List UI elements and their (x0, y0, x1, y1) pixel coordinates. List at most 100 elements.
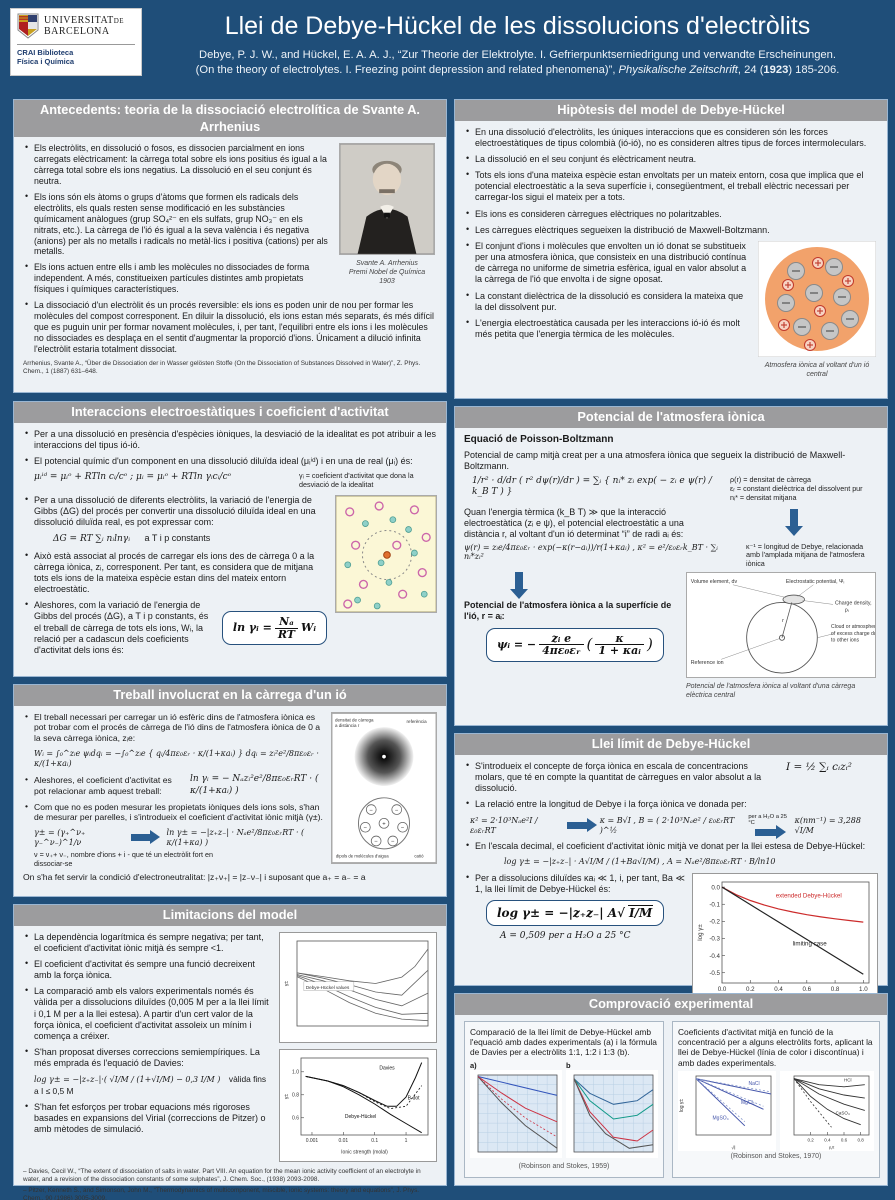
svg-text:CaSO₄: CaSO₄ (836, 1111, 850, 1116)
debye-huckel-limit-chart: 0.0 0.2 0.4 0.6 0.8 1.0 0.0 -0.1 -0.2 -0.3 -0.4 -0.… (696, 876, 874, 1005)
svg-text:0.6: 0.6 (803, 986, 812, 993)
activity-coefficient-note: γᵢ = coeficient d'activitat que dona la … (299, 471, 414, 490)
panel-potencial-title: Potencial de l'atmosfera iònica (455, 407, 887, 428)
svg-text:Cloud or atmosphere: Cloud or atmosphere (831, 624, 876, 630)
svg-text:0.0: 0.0 (718, 986, 727, 993)
panel-limitacions: Limitacions del model Debye-Hückel value… (13, 904, 447, 1200)
a-value-note: A = 0,509 per a H₂O a 25 °C (500, 931, 631, 942)
poster-title: Llei de Debye-Hückel de les dissolucions… (224, 12, 811, 40)
limitacions-bullet-1: La dependència logarítmica és sempre neg… (23, 931, 437, 954)
llei-bullet-1: S'introdueix el concepte de força iònica… (464, 760, 778, 794)
treball-bullet-2: Aleshores, el coeficient d'activitat es … (23, 774, 184, 796)
svg-text:+: + (382, 821, 386, 827)
antecedents-bullet-2: Els ions són els àtoms o grups d'àtoms q… (23, 191, 437, 257)
pb-symbol-notes: ρ(r) = densitat de càrrega εᵣ = constant… (730, 475, 863, 503)
svg-text:0.2: 0.2 (746, 986, 755, 993)
svg-text:log γ±: log γ± (697, 924, 704, 941)
panel-comprovacio: Comprovació experimental Comparació de l… (454, 993, 888, 1186)
svg-text:-0.3: -0.3 (709, 936, 720, 943)
electrolytes-activity-chart-1: NaCl MgCl₂ MgSO₄ √I log γ± (678, 1071, 776, 1152)
panel-antecedents-title: Antecedents: teoria de la dissociació el… (14, 100, 446, 138)
screened-potential-formula: ψ(r) = zᵢe/4πε₀εᵣ · exp(−κ(r−aᵢ))/r(1+κa… (464, 542, 718, 562)
svg-text:catió: catió (414, 853, 424, 858)
svg-text:0.01: 0.01 (338, 1138, 348, 1144)
dh-chart-box: 0.0 0.2 0.4 0.6 0.8 1.0 0.0 -0.1 -0.2 -0.3 -0.4 -0.… (692, 872, 878, 1013)
svg-text:to other ions: to other ions (831, 638, 859, 644)
activity-work-boxed-formula: ln γᵢ = Nₐ RT Wᵢ (221, 611, 327, 646)
panel-comprovacio-title: Comprovació experimental (455, 994, 887, 1015)
svg-text:0.8: 0.8 (831, 986, 840, 993)
svg-text:I¹/²: I¹/² (829, 1146, 835, 1151)
limit-law-vs-experiment-chart-a (470, 1070, 562, 1159)
citation-year: 1923 (763, 64, 789, 77)
panel-potencial: Potencial de l'atmosfera iònica Equació … (454, 406, 888, 726)
logo-library-name: CRAI Biblioteca Física i Química (17, 44, 135, 67)
ionic-atmosphere-potential-diagram: r Volume element, dv Electrostatic poten… (686, 572, 880, 679)
antecedents-bullet-1: Els electròlits, en dissolució o fosos, … (23, 142, 437, 187)
limitacions-bullet-4: S'han proposat diverses correccions semi… (23, 1046, 437, 1069)
antecedents-reference: Arrhenius, Svante A., “Über die Dissocia… (23, 359, 421, 375)
kappa-squared-formula: κ² = 2·10³Nₐe²I / ε₀εᵣRT (470, 815, 538, 835)
poisson-boltzmann-equation: 1/r² · d/dr ( r² dψ(r)/dr ) = ∑ᵢ { nᵢ* z… (472, 476, 712, 498)
svg-text:0.4: 0.4 (824, 1138, 831, 1143)
svg-text:−: − (401, 825, 405, 831)
hipotesis-bullet-4: Els ions es consideren càrregues elèctri… (464, 208, 878, 220)
kappa-b-formula: κ = B√I , B = ( 2·10³Nₐe² / ε₀εᵣRT )^½ (599, 815, 735, 835)
interaccions-bullet-1: Per a una dissolució en presència d'espè… (23, 428, 437, 451)
panel-llei-limit-title: Llei límit de Debye-Hückel (455, 734, 887, 755)
potencial-intro: Potencial de camp mitjà creat per a una … (464, 450, 846, 472)
citation-line1: Debye, P. J. W., and Hückel, E. A. A. J.… (199, 49, 836, 61)
svg-text:0.8: 0.8 (858, 1138, 865, 1143)
svg-text:0.2: 0.2 (808, 1138, 815, 1143)
treball-bullet-3: Com que no es poden mesurar les propieta… (23, 801, 437, 823)
svg-text:Charge density,: Charge density, (835, 601, 872, 607)
svg-text:NaCl: NaCl (749, 1082, 760, 1088)
chart-a-label: a) (470, 1060, 477, 1070)
svg-text:-0.4: -0.4 (709, 953, 720, 960)
ln-gamma-work-formula: ln γᵢ = − Nₐzᵢ²e²/8πε₀εᵣRT · ( κ/(1+κaᵢ)… (190, 774, 319, 796)
comprovacio-right-text: Coeficients d'activitat mitjà en funció … (678, 1026, 873, 1068)
implies-arrow-icon-2 (566, 818, 597, 833)
work-integral-formula: Wᵢ = ∫₀^zᵢe ψᵢdqᵢ = −∫₀^zᵢe { qᵢ/4πε₀εᵣ … (34, 748, 319, 768)
comprovacio-right-box: Coeficients d'activitat mitjà en funció … (672, 1020, 880, 1179)
implies-arrow-icon-3 (755, 824, 787, 839)
mean-activity-formula: ln γ± = −|z₊z₋| · Nₐe²/8πε₀εᵣRT · ( κ/(1… (166, 828, 305, 847)
davies-validity-note: vàlida fins a I ≤ 0,5 M (34, 1074, 267, 1096)
interaccions-bullet-3: Per a una dissolució de diferents electr… (23, 494, 437, 528)
svg-text:Reference ion: Reference ion (691, 661, 724, 667)
davies-reference: – Davies, Cecil W., “The extent of disso… (23, 1167, 421, 1184)
svg-text:MgSO₄: MgSO₄ (713, 1116, 729, 1122)
limitacions-bullet-2: El coeficient d'activitat és sempre una … (23, 958, 437, 981)
interaccions-bullet-5: Aleshores, com la variació de l'energia … (23, 599, 214, 656)
panel-llei-limit: Llei límit de Debye-Hückel S'introdueix … (454, 733, 888, 1013)
svg-text:−: − (364, 825, 368, 831)
electroneutrality-note: On s'ha fet servir la condició d'electro… (23, 871, 366, 882)
panel-interaccions-title: Interaccions electroestàtiques i coefici… (14, 402, 446, 423)
svg-text:HCl: HCl (844, 1078, 852, 1083)
svg-text:0.8: 0.8 (292, 1092, 299, 1098)
svg-text:MgCl₂: MgCl₂ (741, 1101, 755, 1107)
gibbs-energy-formula: ΔG = RT ∑ᵢ nᵢlnγᵢ (53, 534, 131, 545)
constant-tp-note: a T i p constants (144, 533, 211, 544)
panel-antecedents: Antecedents: teoria de la dissociació el… (13, 99, 447, 393)
limitacions-bullet-5: S'han fet esforços per trobar equacions … (23, 1101, 437, 1135)
svg-text:ρᵢ: ρᵢ (845, 608, 849, 614)
svg-text:−: − (374, 839, 378, 845)
hipotesis-bullet-2: La dissolució en el seu conjunt és elèct… (464, 153, 878, 165)
svg-text:r: r (782, 618, 784, 624)
ionic-strength-formula: I = ½ ∑ᵢ cᵢzᵢ² (786, 760, 852, 773)
svg-text:extended Debye-Hückel: extended Debye-Hückel (776, 892, 842, 899)
implies-arrow-icon (131, 830, 160, 845)
hipotesis-bullet-3: Tots els ions d'una mateixa espècie esta… (464, 169, 878, 203)
hipotesis-bullet-5: Les càrregues elèctriques segueixen la d… (464, 224, 878, 236)
limit-law-boxed-formula: log γ± = −|z₊z₋| A√ I/M (486, 900, 665, 927)
svg-text:dipols de molècules d'aigua: dipols de molècules d'aigua (336, 853, 389, 858)
antecedents-bullet-3: Els ions actuen entre ells i amb les mol… (23, 261, 437, 295)
mean-activity-definition: γ± = (γ₊^ν₊ γ₋^ν₋)^1/ν (34, 828, 86, 847)
davies-equation: log γ± = −|z₊z₋|·( √I/M / (1+√I/M) − 0,3… (34, 1075, 221, 1085)
pitzer-reference: – Pitzer, Kenneth S., and Simonson, John… (23, 1186, 420, 1200)
electrolytes-activity-chart-2: 0.2 0.4 0.6 0.8 HCl CaSO₄ I¹/² (780, 1071, 874, 1152)
svg-text:0.001: 0.001 (306, 1138, 319, 1144)
